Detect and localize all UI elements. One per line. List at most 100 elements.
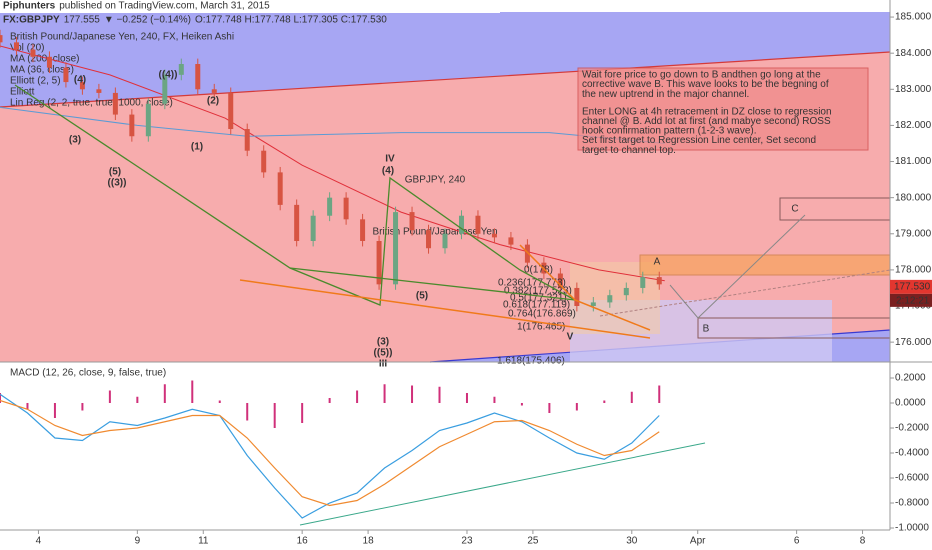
candle-body xyxy=(393,212,399,285)
candle-body xyxy=(162,74,168,104)
note-text: the new uptrend in the major channel. xyxy=(582,89,749,100)
x-tick-label: 8 xyxy=(860,536,866,547)
histogram-bar xyxy=(218,400,221,403)
histogram-bar xyxy=(383,384,386,403)
histogram-bar xyxy=(81,403,84,411)
wave-label: (3) xyxy=(377,337,389,348)
wave-label: (1) xyxy=(191,142,203,153)
candle-body xyxy=(79,82,85,90)
histogram-bar xyxy=(273,403,276,428)
chart-title: British Pound/Japanese Yen, 240, FX, Hei… xyxy=(10,32,234,43)
candle-body xyxy=(426,230,432,249)
reg-line xyxy=(599,269,891,317)
note-text: Wait fore price to go down to B andthen … xyxy=(582,70,821,81)
candle-body xyxy=(491,233,497,238)
wave-label: III xyxy=(379,359,388,370)
candle-body xyxy=(13,42,19,50)
y-tick-label: 183.000 xyxy=(895,84,932,95)
candle-body xyxy=(442,233,448,249)
candle-body xyxy=(310,215,316,241)
macd-line xyxy=(0,399,660,507)
elliott-base xyxy=(289,267,576,301)
note-text: corrective wave B. This wave looks to be… xyxy=(582,79,829,90)
header-strip xyxy=(0,0,500,13)
y-tick-label: 180.000 xyxy=(895,192,932,203)
histogram-bar xyxy=(438,386,441,403)
header-text: FX:GBPJPY xyxy=(3,15,60,26)
header-text: ▼ −0.252 (−0.14%) xyxy=(104,15,191,26)
y-tick-label: -1.0000 xyxy=(895,523,929,534)
x-tick-label: 25 xyxy=(527,536,539,547)
orange-line xyxy=(239,279,651,339)
histogram-bar xyxy=(575,403,578,411)
header-text: 177.555 xyxy=(64,15,101,26)
candle-body xyxy=(343,197,349,220)
histogram-bar xyxy=(548,403,551,413)
note-text: channel @ B. Add lot at first (and mabye… xyxy=(582,116,831,127)
wave-label: IV xyxy=(385,154,395,165)
countdown: 2:12:21 xyxy=(896,296,930,307)
projection xyxy=(669,214,806,319)
y-tick-label: 181.000 xyxy=(895,156,932,167)
wave-label: ((3)) xyxy=(108,178,127,189)
candle-body xyxy=(656,277,662,285)
candle-body xyxy=(557,273,563,288)
indicator-label: MA (200, close) xyxy=(10,54,79,65)
candle-body xyxy=(458,215,464,234)
y-tick-label: 0.0000 xyxy=(895,398,926,409)
histogram-bar xyxy=(520,403,523,406)
y-tick-label: -0.6000 xyxy=(895,473,929,484)
candle-body xyxy=(409,212,415,231)
wave-label: (4) xyxy=(74,75,86,86)
candle-body xyxy=(46,56,52,68)
candle-body xyxy=(376,240,382,285)
drawings xyxy=(14,84,806,339)
histogram-bar xyxy=(493,396,496,403)
note-text: Enter LONG at 4h retracement in DZ close… xyxy=(582,106,832,117)
x-tick-label: 4 xyxy=(36,536,42,547)
histogram-bar xyxy=(53,403,56,418)
fib-label: 0.236(177.773) xyxy=(498,278,566,289)
trend-line xyxy=(299,442,706,526)
wave-label: (5) xyxy=(109,167,121,178)
note-text: hook confirmation pattern (1-2-3 wave). xyxy=(582,126,757,137)
histogram-bar xyxy=(411,385,414,403)
indicator-label: Lin Reg (2, 2, true, true, 1000, close) xyxy=(10,98,173,109)
histogram-bar xyxy=(0,393,1,403)
ma-line xyxy=(0,106,665,144)
x-tick-label: 18 xyxy=(363,536,375,547)
histogram-bar xyxy=(108,390,111,403)
wave-label: V xyxy=(567,332,574,343)
candle-body xyxy=(475,215,481,234)
candle-body xyxy=(211,89,217,93)
note-text: Set first target to Regression Line cent… xyxy=(582,135,816,146)
ma-line xyxy=(0,45,665,282)
y-tick-label: 185.000 xyxy=(895,12,932,23)
macd-line xyxy=(0,393,660,519)
indicator-label: Elliott (2, 5) xyxy=(10,76,61,87)
upper-zone xyxy=(0,12,890,107)
y-tick-label: 182.000 xyxy=(895,120,932,131)
fib-label: 1(176.465) xyxy=(517,322,565,333)
chart-title: MACD (12, 26, close, 9, false, true) xyxy=(10,368,166,379)
candle-body xyxy=(277,172,283,205)
indicator-label: Vol (20) xyxy=(10,43,44,54)
candle-body xyxy=(30,49,36,57)
note-background xyxy=(577,67,869,151)
y-tick-label: -0.2000 xyxy=(895,423,929,434)
y-tick-label: 184.000 xyxy=(895,48,932,59)
candle-body xyxy=(623,287,629,296)
watermark-text: British Pound/Japanese Yen xyxy=(372,227,497,238)
wave-label: (3) xyxy=(69,135,81,146)
price-plot: British Pound/Japanese Yen, 240, FX, Hei… xyxy=(0,29,799,370)
histogram-bar xyxy=(301,403,304,423)
elliott-wave xyxy=(14,84,576,306)
last-price-box xyxy=(890,279,932,294)
header-text: published on TradingView.com, March 31, … xyxy=(59,1,270,12)
candle-body xyxy=(590,302,596,307)
candle-body xyxy=(261,150,267,173)
watermark: GBPJPY, 240 British Pound/Japanese Yen xyxy=(372,175,497,238)
note-box: Wait fore price to go down to B andthen … xyxy=(577,67,869,156)
y-tick-label: 178.000 xyxy=(895,265,932,276)
fib-label: 0.764(176.869) xyxy=(508,309,576,320)
